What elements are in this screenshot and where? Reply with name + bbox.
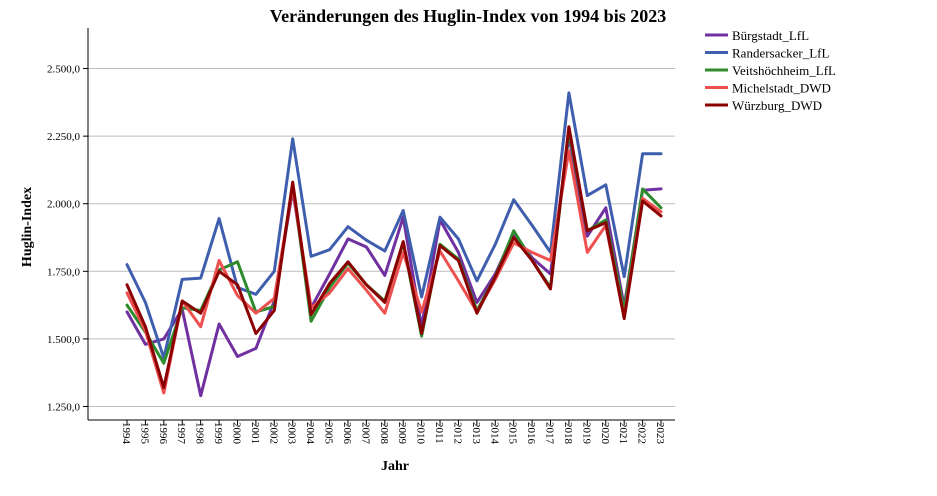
legend: Bürgstadt_LfL Randersacker_LfL Veitshöchhe… [705,28,836,113]
x-tick-label: 2011 [433,422,445,444]
x-tick-label: 1995 [138,422,150,445]
series-line [125,149,663,395]
x-tick-label: 2007 [359,422,371,445]
y-tick-labels: 1.250,0 1.500,0 1.750,0 2.000,0 2.250,0 2.500… [47,64,81,414]
x-tick-label: 2012 [451,422,463,444]
y-axis-label: Huglin-Index [20,187,35,267]
x-tick-label: 1994 [120,422,132,445]
x-tick-label: 2021 [617,422,629,444]
x-tick-label: 2000 [230,422,242,445]
x-tick-label: 2010 [415,422,427,445]
series-line [125,91,663,360]
legend-label: Würzburg_DWD [732,98,822,113]
x-tick-label: 2006 [341,422,353,445]
y-tick-label: 1.500,0 [47,334,81,346]
series-lines [125,91,663,398]
x-tick-label: 1996 [157,422,169,445]
x-tick-label: 2008 [378,422,390,445]
x-tick-label: 2015 [507,422,519,445]
x-tick-label: 2020 [599,422,611,445]
series-line [125,134,663,398]
x-tick-label: 2016 [525,422,537,445]
y-tick-label: 2.250,0 [47,131,81,143]
legend-label: Randersacker_LfL [732,46,830,61]
x-tick-label: 2005 [323,422,335,445]
x-tick-label: 2019 [580,422,592,445]
legend-label: Bürgstadt_LfL [732,28,809,43]
x-tick-label: 2009 [396,422,408,445]
x-tick-label: 2003 [286,422,298,445]
chart-title: Veränderungen des Huglin-Index von 1994 … [270,6,666,26]
x-tick-label: 2018 [562,422,574,445]
y-tick-label: 2.500,0 [47,64,81,76]
x-tick-label: 2013 [470,422,482,445]
x-axis-label: Jahr [381,459,409,474]
x-tick-label: 1998 [194,422,206,445]
legend-label: Michelstadt_DWD [732,81,831,96]
x-tick-label: 2023 [654,422,666,445]
axes [83,28,675,425]
y-tick-label: 1.250,0 [47,401,81,413]
x-tick-label: 2014 [488,422,500,445]
x-tick-label: 2001 [249,422,261,444]
x-tick-label: 1999 [212,422,224,445]
x-tick-labels: 1994 1995 1996 1997 1998 1999 2000 2001 2002 2003… [120,422,666,445]
legend-label: Veitshöchheim_LfL [732,63,836,78]
y-tick-label: 1.750,0 [47,266,81,278]
x-tick-label: 1997 [175,422,187,445]
series-line [125,125,663,390]
x-tick-label: 2022 [636,422,648,444]
x-tick-label: 2004 [304,422,316,445]
x-tick-label: 2017 [544,422,556,445]
y-tick-label: 2.000,0 [47,199,81,211]
x-tick-label: 2002 [267,422,279,444]
